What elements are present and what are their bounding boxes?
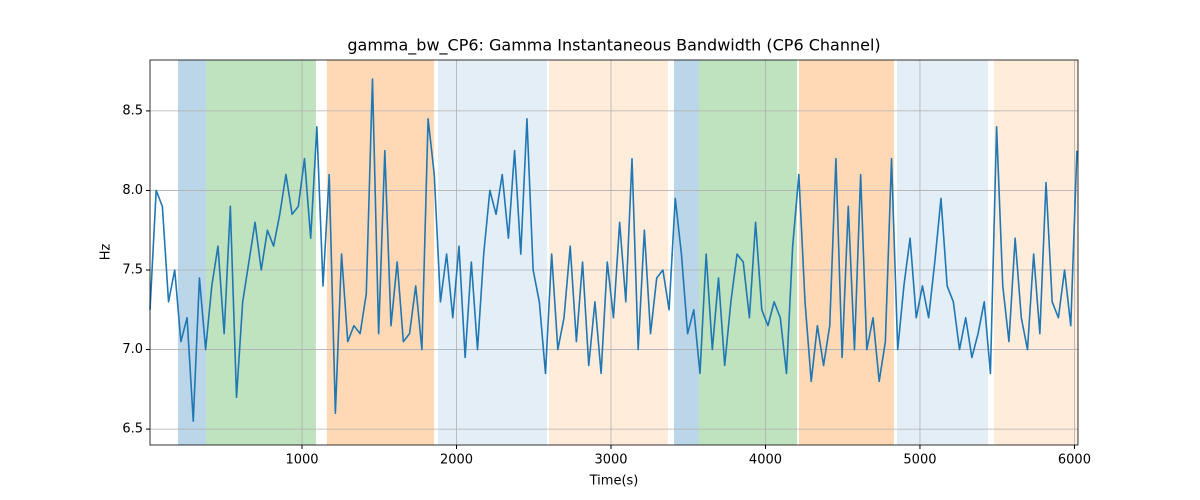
shaded-span [177, 60, 207, 445]
x-axis-label: Time(s) [589, 474, 639, 489]
data-line [149, 78, 1078, 422]
y-tick-label: 6.5 [122, 422, 143, 437]
y-tick-label: 7.5 [122, 263, 143, 278]
shaded-span [206, 60, 316, 445]
shaded-span [699, 60, 797, 445]
x-tick-label: 4000 [749, 453, 782, 468]
y-tick-label: 8.0 [122, 183, 143, 198]
x-tick-label: 5000 [903, 453, 936, 468]
shaded-span [326, 60, 435, 445]
x-tick-label: 2000 [440, 453, 473, 468]
x-tick-label: 3000 [594, 453, 627, 468]
shaded-span [896, 60, 988, 445]
shaded-span [674, 60, 700, 445]
x-tick-label: 6000 [1058, 453, 1091, 468]
shaded-span [437, 60, 548, 445]
x-tick-label: 1000 [285, 453, 318, 468]
plot-frame [149, 59, 1079, 446]
chart-title: gamma_bw_CP6: Gamma Instantaneous Bandwi… [347, 36, 880, 56]
y-tick-label: 8.5 [122, 103, 143, 118]
y-axis-label: Hz [99, 244, 114, 261]
y-tick-label: 7.0 [122, 342, 143, 357]
shaded-span [993, 60, 1078, 445]
shaded-span [549, 60, 668, 445]
